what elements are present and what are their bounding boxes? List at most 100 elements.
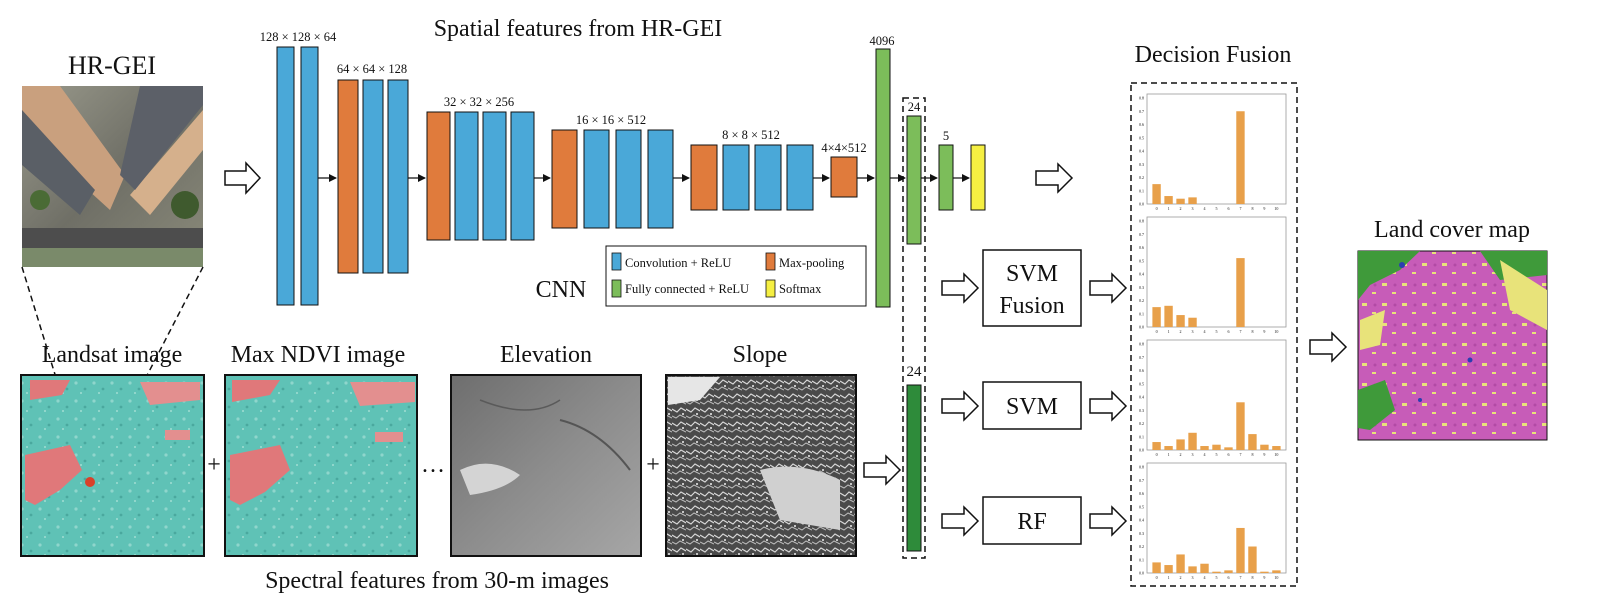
chart-xtick-label: 5 [1216,206,1218,211]
chart-xtick-label: 8 [1251,206,1253,211]
plus-sign: + [207,452,221,478]
layer-size-label-9: 5 [943,129,949,143]
chart-xtick-label: 0 [1156,329,1158,334]
chart-xtick-label: 8 [1251,452,1253,457]
chart-xtick-label: 6 [1227,452,1229,457]
fc-layer-5 [938,144,954,211]
chart-xtick-label: 3 [1192,452,1194,457]
layer-size-label-10: 24 [907,364,923,380]
legend-label-maxpool: Max-pooling [779,256,845,270]
chart-xtick-label: 9 [1263,206,1265,211]
chart-xtick-label: 8 [1251,329,1253,334]
chart-xtick-label: 6 [1227,575,1229,580]
land-cover-title: Land cover map [1374,217,1530,243]
legend-swatch-fc [611,279,622,298]
chart-bar [1236,527,1245,573]
legend-label-fc: Fully connected + ReLU [625,282,749,296]
chart-ytick-label: 0.5 [1139,381,1144,386]
chart-xtick-label: 2 [1180,452,1182,457]
chart-xtick-label: 7 [1239,452,1241,457]
svm-classifier: SVM [982,381,1082,430]
conv-layer [647,129,674,229]
chart-xtick-label: 7 [1239,575,1241,580]
chart-xtick-label: 7 [1239,329,1241,334]
decision-fusion-title: Decision Fusion [1135,42,1292,68]
max-ndvi-title: Max NDVI image [231,342,406,368]
chart-bar [1260,444,1269,450]
fc-layer-4096 [875,48,891,308]
chart-ytick-label: 0.5 [1139,504,1144,509]
rf-label: RF [1017,509,1046,535]
chart-bar [1260,571,1269,573]
max-ndvi-image [224,374,418,557]
chart-xtick-label: 4 [1204,575,1206,580]
hollow-arrow-svm-fusion-to-fusion [1089,272,1128,304]
chart-xtick-label: 5 [1216,575,1218,580]
conv-layer [510,111,535,241]
chart-bar [1224,570,1233,573]
chart-frame [1146,93,1287,205]
chart-bar [1200,563,1209,573]
chart-ytick-label: 0.4 [1139,395,1144,400]
conv-layer [387,79,409,274]
chart-xtick-label: 5 [1216,329,1218,334]
slope-title: Slope [733,342,788,368]
hr-gei-image [22,86,203,267]
chart-ytick-label: 0.8 [1139,96,1144,101]
chart-xtick-label: 9 [1263,575,1265,580]
layer-size-label-8: 24 [908,100,921,114]
conv-layer [276,46,295,306]
chart-ytick-label: 0.1 [1139,311,1144,316]
legend-swatch-softmax [765,279,776,298]
softmax-layer [970,144,986,211]
chart-xtick-label: 1 [1168,575,1170,580]
chart-ytick-label: 0.5 [1139,258,1144,263]
chart-xtick-label: 9 [1263,452,1265,457]
svm-fusion-label-line2: Fusion [999,293,1064,319]
chart-ytick-label: 0.6 [1139,122,1144,127]
chart-xtick-label: 10 [1274,329,1278,334]
spatial-features-title: Spatial features from HR-GEI [434,16,723,42]
chart-xtick-label: 3 [1192,575,1194,580]
legend-label-softmax: Softmax [779,282,822,296]
chart-xtick-label: 10 [1274,452,1278,457]
layer-size-label-7: 4096 [870,34,895,48]
hollow-arrow-to-svm [941,390,980,422]
chart-ytick-label: 0.2 [1139,298,1144,303]
layer-size-label-4: 16 × 16 × 512 [576,113,646,127]
chart-ytick-label: 0.6 [1139,245,1144,250]
conv-layer [722,144,750,211]
chart-ytick-label: 0.0 [1139,202,1144,207]
hollow-arrow-to-land-cover [1309,331,1348,363]
chart-bar [1248,546,1257,573]
conv-layer [583,129,610,229]
chart-xtick-label: 3 [1192,206,1194,211]
layer-size-label-5: 8 × 8 × 512 [722,128,780,142]
conv-layer [454,111,479,241]
chart-ytick-label: 0.2 [1139,544,1144,549]
rf-classifier: RF [982,496,1082,545]
chart-ytick-label: 0.4 [1139,149,1144,154]
hollow-arrow-cnn-to-fusion [1035,162,1074,194]
chart-xtick-label: 10 [1274,575,1278,580]
chart-bar [1164,305,1173,327]
chart-xtick-label: 2 [1180,206,1182,211]
conv-layer [786,144,814,211]
cnn-label: CNN [536,277,587,303]
svm-fusion-label-line1: SVM [1006,261,1058,287]
chart-frame [1146,462,1287,574]
chart-bar [1164,196,1173,204]
chart-ytick-label: 0.1 [1139,434,1144,439]
conv-layer [615,129,642,229]
maxpool-layer [690,144,718,211]
conv-layer [482,111,507,241]
layer-size-label-2: 64 × 64 × 128 [337,62,407,76]
maxpool-layer [551,129,578,229]
elevation-title: Elevation [500,342,592,368]
chart-xtick-label: 1 [1168,329,1170,334]
chart-bar [1248,434,1257,450]
slope-image [665,374,857,557]
chart-ytick-label: 0.0 [1139,571,1144,576]
chart-ytick-label: 0.8 [1139,219,1144,224]
maxpool-layer [830,156,858,198]
